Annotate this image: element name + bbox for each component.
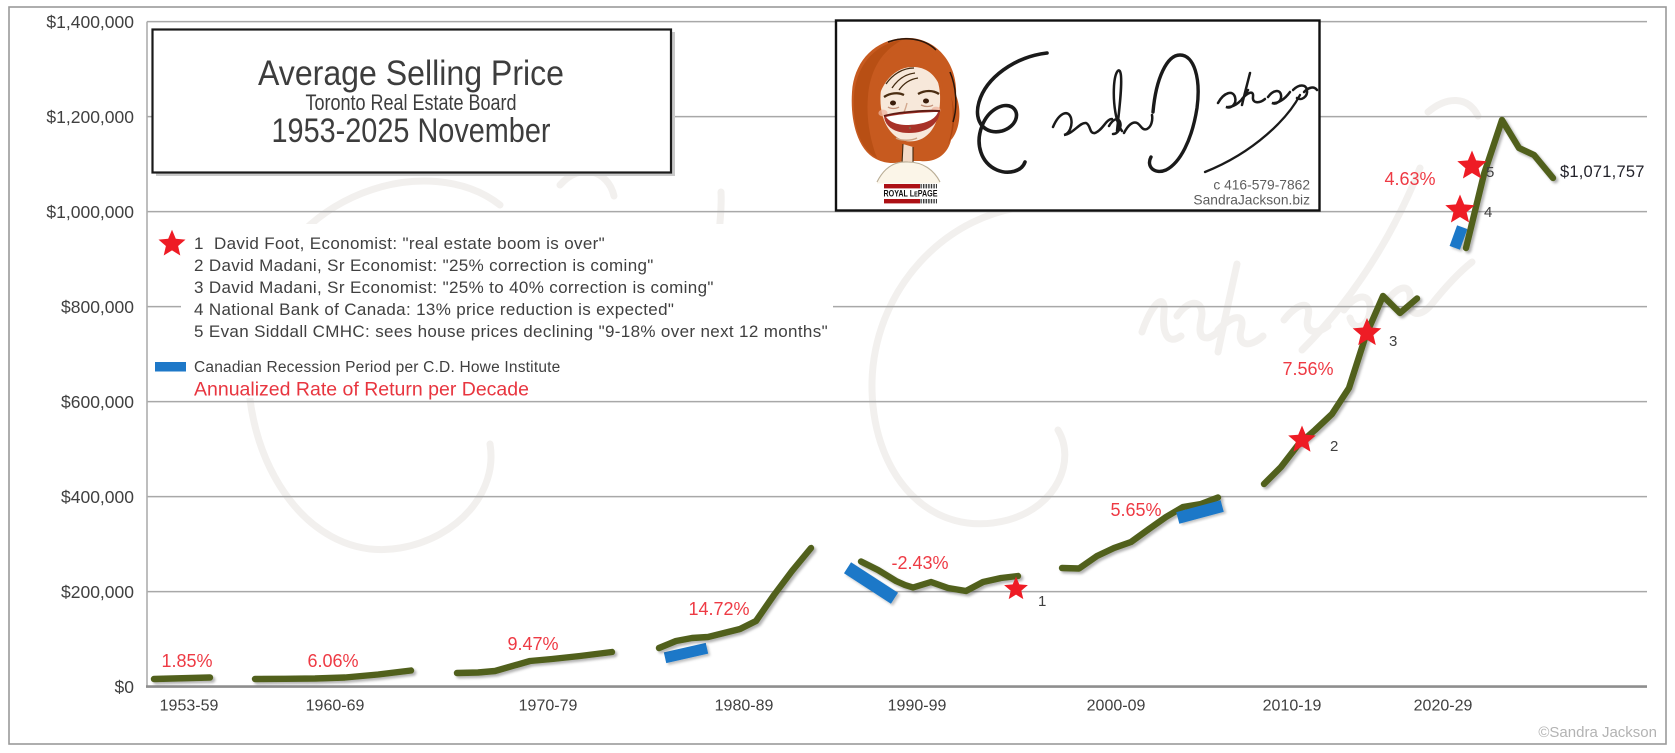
svg-text:$800,000: $800,000 xyxy=(61,297,134,317)
svg-text:1953-2025 November: 1953-2025 November xyxy=(272,112,551,150)
svg-text:5: 5 xyxy=(1486,164,1494,181)
svg-text:1: 1 xyxy=(1038,593,1046,610)
svg-text:$1,200,000: $1,200,000 xyxy=(46,107,134,127)
svg-text:$1,000,000: $1,000,000 xyxy=(46,202,134,222)
svg-text:SandraJackson.biz: SandraJackson.biz xyxy=(1193,193,1310,208)
svg-text:$600,000: $600,000 xyxy=(61,392,134,412)
svg-text:1960-69: 1960-69 xyxy=(306,698,365,715)
svg-text:Canadian Recession Period per: Canadian Recession Period per C.D. Howe … xyxy=(194,359,560,376)
svg-text:Annualized Rate of Return per: Annualized Rate of Return per Decade xyxy=(194,379,529,401)
svg-text:1953-59: 1953-59 xyxy=(160,698,219,715)
svg-text:1980-89: 1980-89 xyxy=(715,698,774,715)
svg-text:1 David Foot, Economist: "rea: 1 David Foot, Economist: "real estate bo… xyxy=(194,234,605,253)
svg-text:4 National Bank of Canada: 13%: 4 National Bank of Canada: 13% price red… xyxy=(194,300,674,319)
svg-text:2020-29: 2020-29 xyxy=(1414,698,1473,715)
svg-text:1.85%: 1.85% xyxy=(161,651,212,671)
svg-text:2000-09: 2000-09 xyxy=(1087,698,1146,715)
svg-text:1990-99: 1990-99 xyxy=(888,698,947,715)
svg-text:2 David Madani, Sr Economist:: 2 David Madani, Sr Economist: "25% corre… xyxy=(194,256,654,275)
svg-text:1970-79: 1970-79 xyxy=(519,698,578,715)
svg-text:c 416-579-7862: c 416-579-7862 xyxy=(1213,178,1310,193)
svg-text:$200,000: $200,000 xyxy=(61,582,134,602)
svg-text:$1,400,000: $1,400,000 xyxy=(46,12,134,32)
svg-text:7.56%: 7.56% xyxy=(1282,359,1333,379)
svg-text:3: 3 xyxy=(1389,333,1397,350)
svg-text:5.65%: 5.65% xyxy=(1110,500,1161,520)
svg-text:14.72%: 14.72% xyxy=(688,599,749,619)
svg-text:Average Selling Price: Average Selling Price xyxy=(258,54,564,93)
svg-text:3 David Madani, Sr Economist:: 3 David Madani, Sr Economist: "25% to 40… xyxy=(194,278,714,297)
svg-text:2010-19: 2010-19 xyxy=(1263,698,1322,715)
svg-text:6.06%: 6.06% xyxy=(307,651,358,671)
svg-text:4.63%: 4.63% xyxy=(1384,169,1435,189)
svg-text:$0: $0 xyxy=(115,677,135,697)
svg-text:©Sandra Jackson: ©Sandra Jackson xyxy=(1538,724,1657,741)
svg-text:ROYAL LEPAGE: ROYAL LEPAGE xyxy=(884,189,938,199)
svg-text:9.47%: 9.47% xyxy=(507,634,558,654)
svg-text:$1,071,757: $1,071,757 xyxy=(1560,163,1645,181)
svg-text:5 Evan Siddall CMHC: sees hous: 5 Evan Siddall CMHC: sees house prices d… xyxy=(194,322,828,341)
svg-text:Toronto Real Estate Board: Toronto Real Estate Board xyxy=(306,90,517,115)
svg-text:$400,000: $400,000 xyxy=(61,487,134,507)
svg-text:4: 4 xyxy=(1484,204,1492,221)
svg-text:-2.43%: -2.43% xyxy=(891,553,948,573)
svg-text:2: 2 xyxy=(1330,438,1338,455)
